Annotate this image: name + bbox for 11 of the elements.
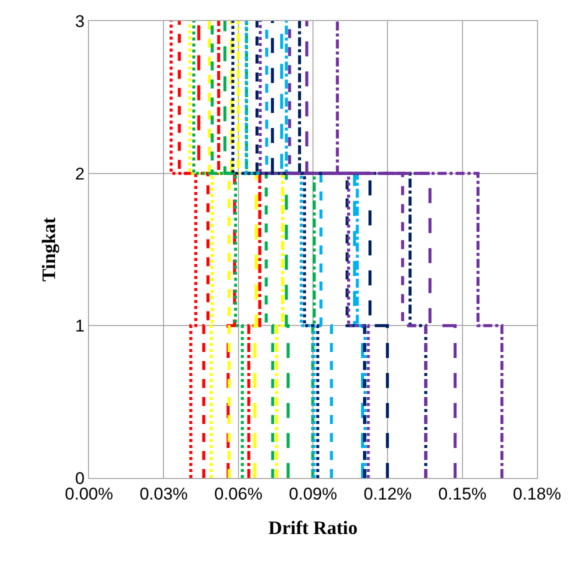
- y-tick-label: 1: [75, 316, 85, 336]
- x-tick-label: 0.15%: [438, 484, 486, 504]
- x-tick-label: 0.09%: [288, 484, 338, 504]
- y-tick-label: 3: [75, 12, 85, 31]
- y-tick-label: 2: [75, 164, 85, 184]
- x-axis-title: Drift Ratio: [268, 518, 358, 540]
- x-tick-label: 0.18%: [512, 484, 562, 504]
- x-tick-label: 0.03%: [140, 484, 188, 504]
- x-tick-label: 0.12%: [364, 484, 412, 504]
- y-axis-title: Tingkat: [38, 216, 60, 282]
- x-tick-label: 0.06%: [214, 484, 262, 504]
